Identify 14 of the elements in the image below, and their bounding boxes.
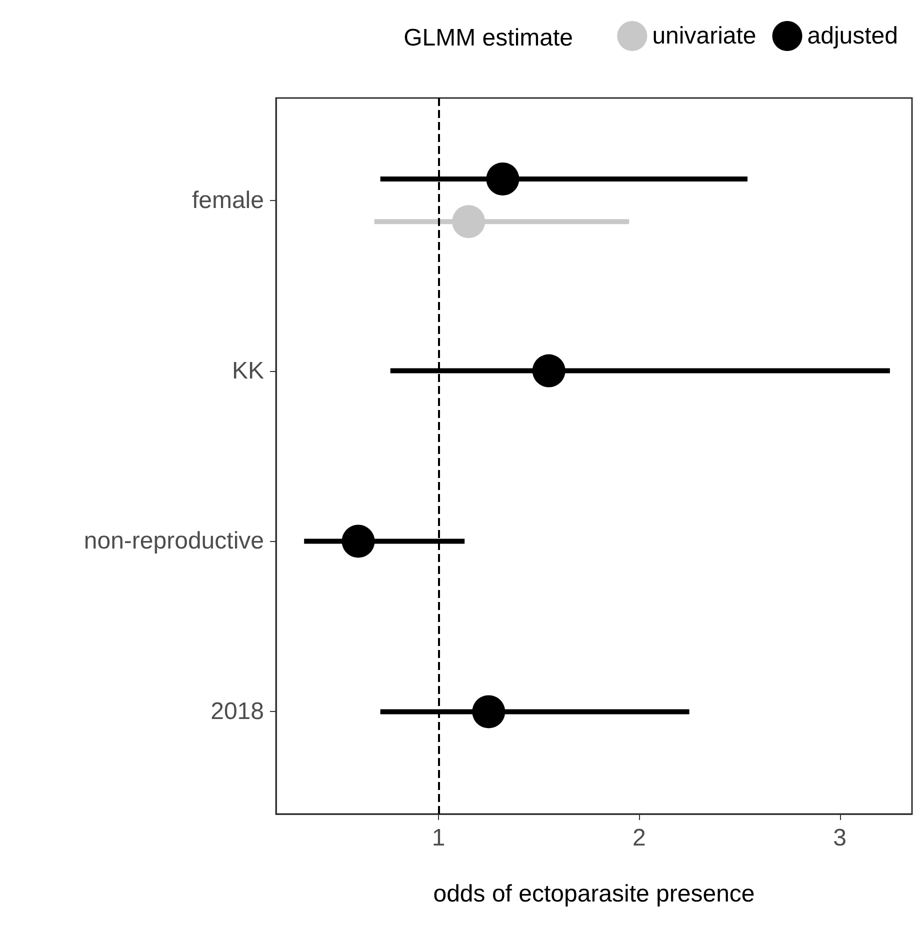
legend-title: GLMM estimate (404, 24, 574, 52)
x-tick-label: 1 (432, 824, 446, 852)
legend-label: adjusted (807, 22, 898, 50)
x-tick-label: 3 (833, 824, 846, 852)
point (532, 354, 566, 388)
point (472, 695, 506, 728)
legend-label: univariate (652, 22, 756, 50)
y-tick-label: non-reproductive (84, 528, 264, 555)
y-tick-label: female (192, 186, 264, 214)
y-tick-label: 2018 (210, 698, 264, 726)
point (342, 524, 375, 558)
y-tick-label: KK (232, 357, 264, 384)
x-tick-label: 2 (632, 824, 646, 852)
x-axis-title: odds of ectoparasite presence (433, 880, 755, 908)
